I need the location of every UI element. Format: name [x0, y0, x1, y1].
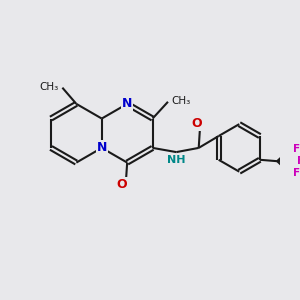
Text: NH: NH	[167, 155, 186, 165]
Text: O: O	[191, 117, 202, 130]
Text: O: O	[116, 178, 127, 191]
Text: CH₃: CH₃	[171, 96, 190, 106]
Text: F: F	[293, 168, 300, 178]
Text: N: N	[122, 98, 132, 110]
Text: F: F	[293, 144, 300, 154]
Text: CH₃: CH₃	[40, 82, 59, 92]
Text: F: F	[297, 156, 300, 166]
Text: N: N	[97, 141, 107, 154]
